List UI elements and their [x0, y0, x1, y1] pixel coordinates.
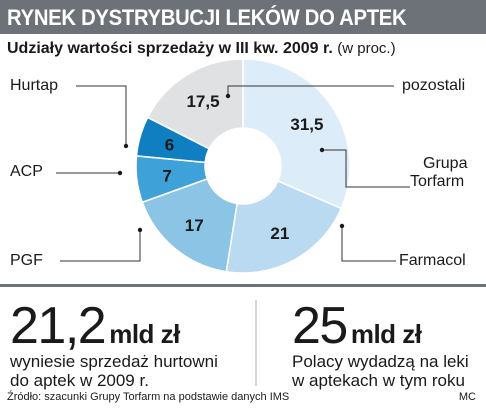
value-label-acp: 7	[162, 167, 171, 186]
label-pgf: PGF	[10, 252, 43, 269]
label-hurtap: Hurtap	[10, 77, 59, 94]
source-note: Źródło: szacunki Grupy Torfarm na podsta…	[7, 391, 290, 403]
chart-subtitle: Udziały wartości sprzedaży w III kw. 200…	[7, 40, 396, 58]
leader-line-pozostali	[227, 85, 394, 96]
leader-dot-grupa-torfarm	[319, 147, 325, 153]
slice-pozostali	[146, 60, 244, 150]
value-label-farmacol: 21	[270, 224, 289, 243]
stat-right-line2: w aptekach w tym roku	[292, 371, 465, 390]
leader-line-farmacol	[341, 226, 396, 262]
leader-line-hurtap	[76, 85, 127, 146]
stat-right-value: 25	[292, 297, 348, 355]
leader-dot-pgf	[137, 227, 143, 233]
stat-left-unit: mld zł	[109, 319, 180, 349]
chart-subtitle-main: Udziały wartości sprzedaży w III kw. 200…	[7, 40, 333, 57]
label-pozostali: pozostali	[402, 77, 466, 94]
stat-right-line1: Polacy wydadzą na leki	[292, 352, 469, 371]
stat-left-line2: do aptek w 2009 r.	[10, 371, 149, 390]
leader-dot-hurtap	[123, 143, 129, 149]
leader-dot-acp	[117, 170, 123, 176]
value-label-grupa-torfarm: 31,5	[290, 115, 323, 134]
label-torfarm-line2: Torfarm	[410, 173, 465, 190]
slice-farmacol	[225, 180, 343, 274]
stat-left-line1: wyniesie sprzedaż hurtowni	[10, 352, 218, 371]
leader-line-grupa-torfarm	[322, 149, 410, 188]
label-torfarm-line1: Grupa	[423, 155, 468, 172]
chart-subtitle-unit: (w proc.)	[337, 40, 396, 57]
label-farmacol: Farmacol	[399, 252, 466, 269]
stat-left: 21,2 mld zł wyniesie sprzedaż hurtowni do…	[10, 300, 218, 390]
leader-dot-pozostali	[225, 93, 231, 99]
value-label-pgf: 17	[185, 216, 204, 235]
stat-left-value: 21,2	[10, 297, 107, 355]
header-bar: RYNEK DYSTRYBUCJI LEKÓW DO APTEK	[0, 0, 486, 34]
section-divider	[0, 284, 486, 287]
label-acp: ACP	[10, 163, 43, 180]
slice-pgf	[141, 177, 238, 273]
value-label-hurtap: 6	[165, 136, 174, 155]
stat-right: 25 mld zł Polacy wydadzą na leki w apteka…	[292, 300, 469, 390]
leader-line-pgf	[60, 230, 141, 262]
donut-chart: 31,5 21 17 7 6 17,5	[56, 60, 410, 274]
slice-grupa-torfarm	[242, 60, 351, 210]
stats-divider	[255, 300, 257, 386]
value-label-pozostali: 17,5	[186, 92, 219, 111]
page-title: RYNEK DYSTRYBUCJI LEKÓW DO APTEK	[7, 5, 407, 30]
author-initials: MC	[458, 391, 476, 403]
stat-right-unit: mld zł	[350, 319, 422, 349]
leader-dot-farmacol	[339, 223, 345, 229]
